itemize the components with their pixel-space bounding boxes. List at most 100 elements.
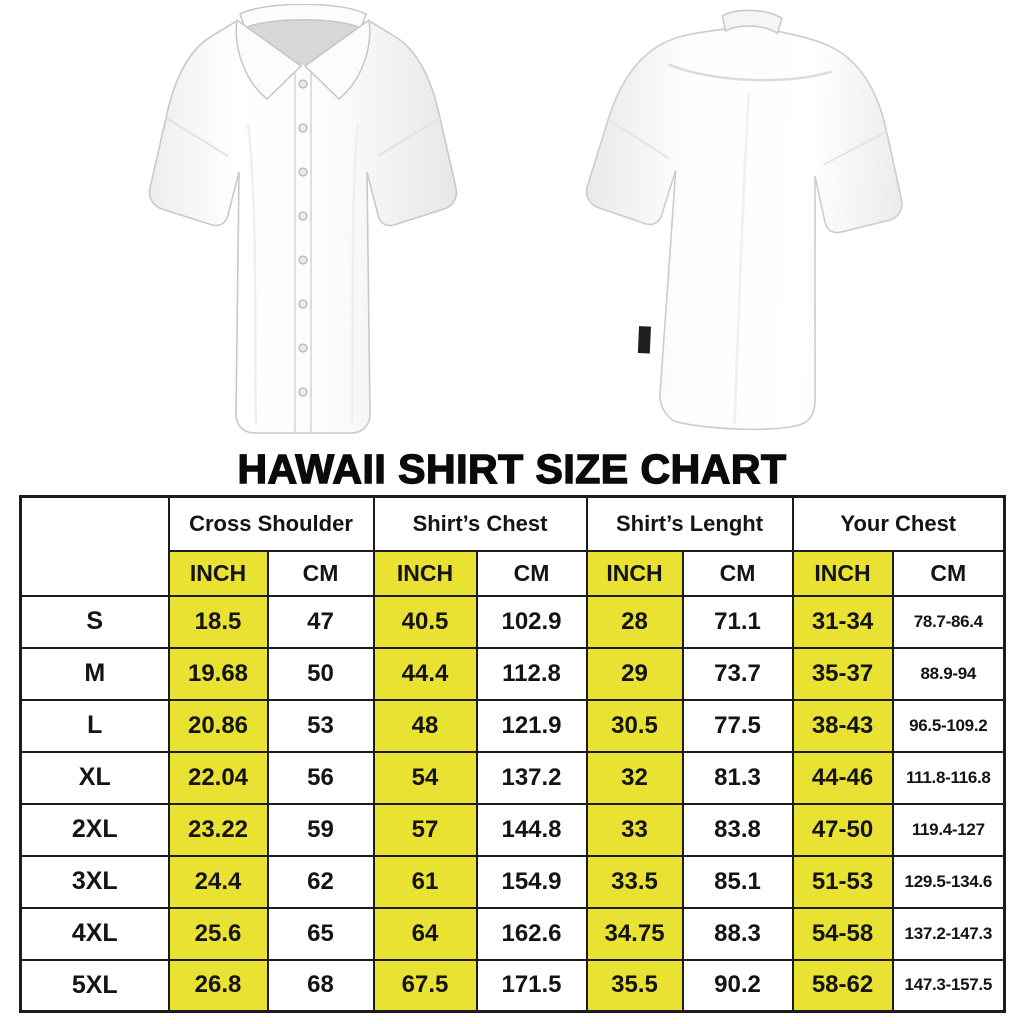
inch-value: 35-37: [791, 646, 894, 701]
inch-value: 24.4: [167, 854, 269, 909]
inch-value: 44.4: [372, 646, 478, 701]
size-label: L: [19, 698, 170, 753]
inch-value: 40.5: [372, 594, 478, 649]
inch-value: 38-43: [791, 698, 894, 753]
shirt-back-underarm-creases: [607, 118, 888, 166]
cm-value: 137.2: [475, 750, 588, 805]
cm-value: 78.7-86.4: [891, 594, 1006, 649]
group-header-shirts-lenght: Shirt’s Lenght: [585, 495, 794, 552]
table-row: M 19.68 50 44.4 112.8 29 73.7 35-37 88.9-94: [19, 646, 1006, 701]
inch-value: 48: [372, 698, 478, 753]
unit-header-cm: CM: [681, 549, 794, 597]
cm-value: 59: [266, 802, 375, 857]
inch-value: 19.68: [167, 646, 269, 701]
cm-value: 88.9-94: [891, 646, 1006, 701]
inch-value: 34.75: [585, 906, 684, 961]
cm-value: 121.9: [475, 698, 588, 753]
cm-value: 83.8: [681, 802, 794, 857]
size-label: 5XL: [19, 958, 170, 1013]
shirt-front-image: [148, 4, 458, 434]
cm-value: 71.1: [681, 594, 794, 649]
table-row: 2XL 23.22 59 57 144.8 33 83.8 47-50 119.4-127: [19, 802, 1006, 857]
cm-value: 96.5-109.2: [891, 698, 1006, 753]
inch-value: 18.5: [167, 594, 269, 649]
shirt-back-collar: [721, 9, 783, 35]
inch-value: 64: [372, 906, 478, 961]
inch-value: 32: [585, 750, 684, 805]
inch-value: 26.8: [167, 958, 269, 1013]
table-row: 3XL 24.4 62 61 154.9 33.5 85.1 51-53 129.5-134.6: [19, 854, 1006, 909]
inch-value: 67.5: [372, 958, 478, 1013]
table-row: 5XL 26.8 68 67.5 171.5 35.5 90.2 58-62 147.3-157…: [19, 958, 1006, 1013]
cm-value: 62: [266, 854, 375, 909]
shirt-front-collar: [235, 4, 371, 101]
inch-value: 23.22: [167, 802, 269, 857]
cm-value: 50: [266, 646, 375, 701]
cm-value: 53: [266, 698, 375, 753]
cm-value: 65: [266, 906, 375, 961]
inch-value: 33.5: [585, 854, 684, 909]
inch-value: 54: [372, 750, 478, 805]
shirt-back-yoke-seam: [667, 63, 832, 82]
inch-value: 44-46: [791, 750, 894, 805]
cm-value: 137.2-147.3: [891, 906, 1006, 961]
group-header-cross-shoulder: Cross Shoulder: [167, 495, 375, 552]
cm-value: 129.5-134.6: [891, 854, 1006, 909]
unit-header-inch: INCH: [167, 549, 269, 597]
cm-value: 73.7: [681, 646, 794, 701]
corner-cell: [19, 495, 170, 597]
cm-value: 102.9: [475, 594, 588, 649]
shirt-front-buttons: [298, 79, 308, 397]
inch-value: 58-62: [791, 958, 894, 1013]
shirt-back-body: [585, 23, 903, 431]
group-header-shirts-chest: Shirt’s Chest: [372, 495, 588, 552]
size-label: XL: [19, 750, 170, 805]
cm-value: 81.3: [681, 750, 794, 805]
cm-value: 90.2: [681, 958, 794, 1013]
cm-value: 144.8: [475, 802, 588, 857]
unit-header-inch: INCH: [791, 549, 894, 597]
page-title: HAWAII SHIRT SIZE CHART: [237, 446, 787, 492]
table-row: XL 22.04 56 54 137.2 32 81.3 44-46 111.8-116.8: [19, 750, 1006, 805]
inch-value: 20.86: [167, 698, 269, 753]
inch-value: 57: [372, 802, 478, 857]
inch-value: 28: [585, 594, 684, 649]
table-row: S 18.5 47 40.5 102.9 28 71.1 31-34 78.7-86.4: [19, 594, 1006, 649]
cm-value: 119.4-127: [891, 802, 1006, 857]
size-label: 2XL: [19, 802, 170, 857]
shirt-back-center-crease: [732, 92, 751, 424]
group-header-your-chest: Your Chest: [791, 495, 1006, 552]
size-table-body: S 18.5 47 40.5 102.9 28 71.1 31-34 78.7-86.4 M 19.…: [19, 594, 1006, 1013]
inch-value: 22.04: [167, 750, 269, 805]
unit-header-inch: INCH: [372, 549, 478, 597]
cm-value: 147.3-157.5: [891, 958, 1006, 1013]
inch-value: 35.5: [585, 958, 684, 1013]
cm-value: 88.3: [681, 906, 794, 961]
inch-value: 29: [585, 646, 684, 701]
cm-value: 154.9: [475, 854, 588, 909]
cm-value: 111.8-116.8: [891, 750, 1006, 805]
cm-value: 112.8: [475, 646, 588, 701]
size-chart-table: Cross Shoulder Shirt’s Chest Shirt’s Len…: [19, 495, 1007, 1013]
inch-value: 30.5: [585, 698, 684, 753]
size-label: S: [19, 594, 170, 649]
shirt-front-placket: [294, 63, 312, 434]
inch-value: 61: [372, 854, 478, 909]
cm-value: 171.5: [475, 958, 588, 1013]
unit-header-cm: CM: [266, 549, 375, 597]
cm-value: 162.6: [475, 906, 588, 961]
cm-value: 85.1: [681, 854, 794, 909]
unit-header-row: INCH CM INCH CM INCH CM INCH CM: [21, 549, 1006, 597]
inch-value: 31-34: [791, 594, 894, 649]
shirt-back-image: [585, 9, 903, 431]
group-header-row: Cross Shoulder Shirt’s Chest Shirt’s Len…: [19, 495, 1006, 597]
shirt-photos: [0, 0, 1024, 447]
inch-value: 54-58: [791, 906, 894, 961]
inch-value: 47-50: [791, 802, 894, 857]
inch-value: 25.6: [167, 906, 269, 961]
inch-value: 51-53: [791, 854, 894, 909]
shirt-back-side-tag: [637, 326, 651, 354]
cm-value: 77.5: [681, 698, 794, 753]
unit-header-cm: CM: [475, 549, 588, 597]
table-row: L 20.86 53 48 121.9 30.5 77.5 38-43 96.5-109.2: [19, 698, 1006, 753]
